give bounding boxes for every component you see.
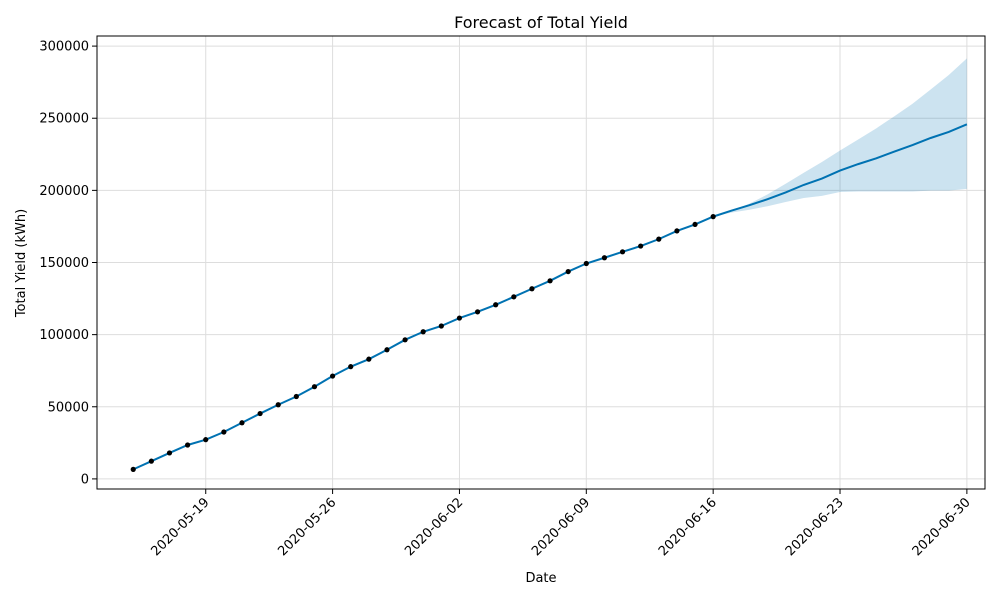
y-tick-label: 200000: [39, 184, 89, 199]
chart-title: Forecast of Total Yield: [454, 13, 628, 32]
observed-point: [565, 268, 571, 275]
observed-point: [638, 243, 644, 249]
y-tick-label: 100000: [39, 328, 89, 343]
observed-point: [438, 323, 444, 329]
y-tick-label: 250000: [39, 112, 89, 127]
observed-point: [402, 337, 408, 343]
uncertainty-interval-band: [133, 58, 967, 470]
observed-point: [148, 458, 154, 464]
observed-point: [293, 393, 299, 400]
observed-point: [692, 221, 698, 228]
observed-point: [456, 315, 463, 321]
y-tick-label: 0: [81, 472, 89, 487]
observed-point: [656, 236, 662, 242]
observed-point: [348, 364, 354, 370]
observed-point: [529, 286, 535, 292]
x-tick-label: 2020-06-02: [402, 495, 466, 559]
x-tick-label: 2020-06-16: [656, 495, 720, 559]
observed-point: [311, 384, 318, 390]
observed-point: [601, 255, 608, 261]
observed-point: [619, 249, 626, 255]
observed-point: [239, 420, 245, 426]
observed-point: [130, 466, 136, 472]
observed-point: [329, 373, 336, 379]
observed-point: [511, 294, 517, 300]
observed-point: [493, 302, 499, 308]
observed-point: [384, 347, 390, 353]
observed-points-layer: [130, 214, 716, 472]
x-axis-ticks: 2020-05-19 2020-05-26 2020-06-02 2020-06-09…: [149, 489, 974, 559]
y-axis-ticks: 0 50000 100000 150000 200000 250000 300000: [39, 40, 97, 487]
observed-point: [366, 356, 372, 362]
observed-point: [221, 429, 227, 435]
x-tick-label: 2020-06-30: [910, 495, 974, 559]
observed-point: [420, 329, 426, 335]
grid-layer: [97, 36, 985, 489]
x-tick-label: 2020-06-23: [783, 495, 847, 559]
observed-point: [275, 402, 281, 408]
x-tick-label: 2020-05-26: [275, 495, 339, 559]
observed-point: [674, 228, 680, 234]
observed-point: [547, 278, 553, 284]
observed-point: [203, 437, 209, 443]
observed-point: [166, 450, 173, 456]
interval-band-layer: [133, 58, 967, 470]
y-tick-label: 50000: [48, 400, 89, 415]
observed-point: [257, 410, 263, 417]
y-axis-label: Total Yield (kWh): [14, 209, 29, 318]
observed-point: [474, 309, 481, 315]
y-tick-label: 300000: [39, 40, 89, 55]
observed-point: [185, 442, 191, 448]
x-tick-label: 2020-05-19: [149, 495, 213, 559]
observed-point: [710, 214, 716, 220]
x-tick-label: 2020-06-09: [529, 495, 593, 559]
observed-point: [583, 260, 589, 267]
y-tick-label: 150000: [39, 256, 89, 271]
x-axis-label: Date: [525, 571, 556, 586]
